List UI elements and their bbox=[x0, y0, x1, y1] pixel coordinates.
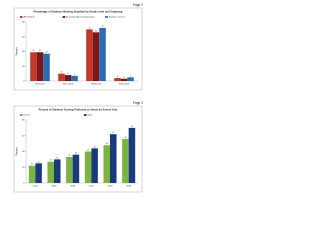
data-label: 27 bbox=[50, 160, 52, 162]
bar bbox=[36, 52, 44, 81]
legend-swatch bbox=[105, 16, 108, 18]
y-axis-label: Percent bbox=[16, 147, 19, 156]
legend-label: District bbox=[24, 114, 31, 117]
bar bbox=[99, 27, 106, 81]
bar bbox=[86, 29, 93, 81]
x-tick-label: 2019 bbox=[126, 186, 132, 188]
data-label: 33 bbox=[68, 155, 70, 157]
legend-label: All Students bbox=[24, 16, 37, 19]
data-label: 44 bbox=[94, 146, 96, 148]
legend-label: English Learners bbox=[109, 16, 126, 19]
chart-title: Percent of Students Scoring Proficient o… bbox=[39, 108, 118, 112]
bar bbox=[43, 53, 50, 81]
data-label: 30 bbox=[56, 157, 58, 159]
y-tick-label: 60 bbox=[22, 135, 25, 137]
data-label: 72 bbox=[102, 26, 104, 28]
legend-swatch bbox=[20, 114, 23, 116]
data-label: 56 bbox=[124, 137, 126, 139]
y-axis-label: Percent bbox=[16, 47, 19, 56]
bar bbox=[122, 138, 129, 183]
data-label: 39 bbox=[39, 50, 41, 52]
y-tick-label: 40 bbox=[22, 151, 25, 153]
y-tick-label: 80 bbox=[22, 22, 25, 24]
data-label: 39 bbox=[32, 50, 34, 52]
bar bbox=[92, 32, 100, 81]
bar bbox=[84, 151, 92, 183]
legend-label: Economically Disadvantaged bbox=[66, 16, 95, 19]
bar bbox=[30, 52, 37, 81]
bar bbox=[72, 154, 80, 183]
x-tick-label: 2016-2017 bbox=[35, 84, 46, 86]
document-page: Page 2 Page 3 Percentage of Students Mee… bbox=[13, 3, 143, 193]
bar bbox=[71, 75, 78, 81]
y-tick-label: 20 bbox=[22, 66, 25, 68]
bar bbox=[54, 159, 61, 183]
legend-swatch bbox=[20, 16, 23, 18]
data-label: 37 bbox=[46, 52, 48, 54]
chart-title: Percentage of Students Meeting Standard … bbox=[33, 10, 122, 14]
data-label: 70 bbox=[88, 27, 90, 29]
data-label: 40 bbox=[87, 149, 89, 151]
legend-swatch bbox=[62, 16, 66, 18]
data-label: 3 bbox=[124, 77, 125, 79]
data-label: 22 bbox=[31, 164, 33, 166]
y-tick-label: 60 bbox=[22, 36, 25, 38]
bar bbox=[103, 145, 110, 183]
bar bbox=[120, 78, 128, 81]
data-label: 48 bbox=[106, 143, 108, 145]
legend-label: State bbox=[88, 114, 94, 117]
x-tick-label: 2016 bbox=[70, 186, 76, 188]
data-label: 8 bbox=[68, 73, 69, 75]
bar bbox=[110, 134, 117, 183]
data-label: 70 bbox=[131, 126, 133, 128]
y-tick-label: 80 bbox=[22, 120, 25, 122]
bar bbox=[91, 148, 98, 183]
data-label: 4 bbox=[117, 76, 118, 78]
data-label: 36 bbox=[75, 153, 77, 155]
x-tick-label: 2014 bbox=[33, 186, 39, 188]
y-tick-label: 20 bbox=[22, 167, 25, 169]
bar bbox=[128, 127, 136, 183]
bar bbox=[35, 163, 42, 183]
bar bbox=[114, 78, 121, 81]
bar bbox=[47, 161, 54, 183]
data-label: 10 bbox=[60, 72, 62, 74]
y-tick-label: 0 bbox=[23, 183, 25, 185]
page-label: Page 3 bbox=[133, 101, 143, 105]
data-label: 25 bbox=[38, 161, 40, 163]
y-tick-label: 40 bbox=[22, 51, 25, 53]
x-tick-label: 2018 bbox=[108, 186, 114, 188]
data-label: 7 bbox=[74, 74, 75, 76]
x-tick-label: 2017-2018 bbox=[63, 84, 74, 86]
x-tick-label: 2019-2020 bbox=[119, 84, 130, 86]
data-label: 66 bbox=[95, 30, 97, 32]
x-tick-label: 2015 bbox=[52, 186, 58, 188]
data-label: 5 bbox=[130, 75, 131, 77]
bar bbox=[66, 157, 73, 183]
x-tick-label: 2018-2019 bbox=[91, 84, 102, 86]
data-label: 62 bbox=[112, 132, 114, 134]
page-label: Page 2 bbox=[133, 3, 143, 7]
bar bbox=[58, 73, 65, 81]
y-tick-label: 0 bbox=[23, 81, 25, 83]
legend-swatch bbox=[84, 114, 87, 116]
bar bbox=[28, 165, 36, 183]
x-tick-label: 2017 bbox=[89, 186, 95, 188]
bar bbox=[64, 75, 72, 81]
bar bbox=[127, 77, 134, 81]
